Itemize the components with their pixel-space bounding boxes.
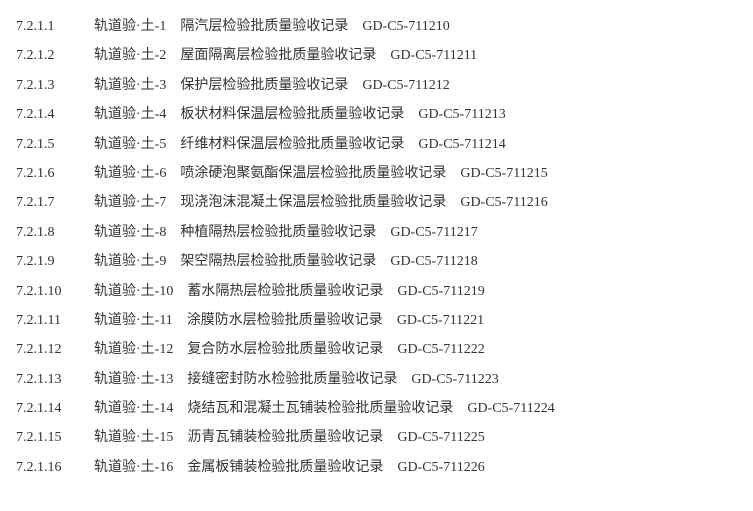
- entry-row: 7.2.1.13轨道验·土-13 接缝密封防水检验批质量验收记录 GD-C5-711…: [16, 365, 737, 394]
- entry-row: 7.2.1.10轨道验·土-10 蓄水隔热层检验批质量验收记录 GD-C5-7112…: [16, 277, 737, 306]
- label-code: 轨道验·土-16: [94, 453, 173, 482]
- document-code: GD-C5-711213: [418, 100, 505, 129]
- label-code: 轨道验·土-11: [94, 306, 173, 335]
- label-code: 轨道验·土-8: [94, 218, 166, 247]
- section-number: 7.2.1.9: [16, 247, 88, 276]
- entry-title: 种植隔热层检验批质量验收记录: [180, 218, 376, 247]
- document-code: GD-C5-711214: [418, 130, 505, 159]
- entry-row: 7.2.1.12轨道验·土-12 复合防水层检验批质量验收记录 GD-C5-7112…: [16, 335, 737, 364]
- entry-title: 纤维材料保温层检验批质量验收记录: [180, 130, 404, 159]
- entry-title: 现浇泡沫混凝土保温层检验批质量验收记录: [180, 188, 446, 217]
- entry-row: 7.2.1.11轨道验·土-11 涂膜防水层检验批质量验收记录 GD-C5-7112…: [16, 306, 737, 335]
- section-number: 7.2.1.6: [16, 159, 88, 188]
- section-number: 7.2.1.4: [16, 100, 88, 129]
- label-code: 轨道验·土-9: [94, 247, 166, 276]
- entry-title: 烧结瓦和混凝土瓦铺装检验批质量验收记录: [187, 394, 453, 423]
- document-entry-list: 7.2.1.1轨道验·土-1隔汽层检验批质量验收记录GD-C5-7112107.…: [16, 12, 737, 482]
- section-number: 7.2.1.12: [16, 335, 88, 364]
- entry-row: 7.2.1.16轨道验·土-16 金属板铺装检验批质量验收记录 GD-C5-7112…: [16, 453, 737, 482]
- label-code: 轨道验·土-3: [94, 71, 166, 100]
- entry-row: 7.2.1.15轨道验·土-15 沥青瓦铺装检验批质量验收记录 GD-C5-7112…: [16, 423, 737, 452]
- label-code: 轨道验·土-4: [94, 100, 166, 129]
- document-code: GD-C5-711216: [460, 188, 547, 217]
- section-number: 7.2.1.16: [16, 453, 88, 482]
- document-code: GD-C5-711222: [397, 335, 484, 364]
- label-code: 轨道验·土-12: [94, 335, 173, 364]
- entry-title: 沥青瓦铺装检验批质量验收记录: [187, 423, 383, 452]
- document-code: GD-C5-711221: [397, 306, 484, 335]
- document-code: GD-C5-711224: [467, 394, 554, 423]
- entry-row: 7.2.1.5轨道验·土-5 纤维材料保温层检验批质量验收记录 GD-C5-7112…: [16, 130, 737, 159]
- section-number: 7.2.1.10: [16, 277, 88, 306]
- section-number: 7.2.1.11: [16, 306, 88, 335]
- document-code: GD-C5-711219: [397, 277, 484, 306]
- entry-title: 保护层检验批质量验收记录: [180, 71, 348, 100]
- entry-title: 隔汽层检验批质量验收记录: [180, 12, 348, 41]
- document-code: GD-C5-711212: [362, 71, 449, 100]
- entry-title: 喷涂硬泡聚氨酯保温层检验批质量验收记录: [180, 159, 446, 188]
- label-code: 轨道验·土-6: [94, 159, 166, 188]
- entry-title: 板状材料保温层检验批质量验收记录: [180, 100, 404, 129]
- entry-title: 屋面隔离层检验批质量验收记录: [180, 41, 376, 70]
- entry-row: 7.2.1.3轨道验·土-3 保护层检验批质量验收记录 GD-C5-711212: [16, 71, 737, 100]
- entry-row: 7.2.1.4轨道验·土-4 板状材料保温层检验批质量验收记录 GD-C5-7112…: [16, 100, 737, 129]
- label-code: 轨道验·土-7: [94, 188, 166, 217]
- label-code: 轨道验·土-5: [94, 130, 166, 159]
- section-number: 7.2.1.3: [16, 71, 88, 100]
- section-number: 7.2.1.5: [16, 130, 88, 159]
- entry-row: 7.2.1.7轨道验·土-7 现浇泡沫混凝土保温层检验批质量验收记录 GD-C5-7…: [16, 188, 737, 217]
- document-code: GD-C5-711226: [397, 453, 484, 482]
- label-code: 轨道验·土-2: [94, 41, 166, 70]
- label-code: 轨道验·土-15: [94, 423, 173, 452]
- label-code: 轨道验·土-10: [94, 277, 173, 306]
- section-number: 7.2.1.15: [16, 423, 88, 452]
- document-code: GD-C5-711223: [411, 365, 498, 394]
- entry-title: 涂膜防水层检验批质量验收记录: [187, 306, 383, 335]
- label-code: 轨道验·土-14: [94, 394, 173, 423]
- label-code: 轨道验·土-13: [94, 365, 173, 394]
- entry-row: 7.2.1.2轨道验·土-2 屋面隔离层检验批质量验收记录 GD-C5-711211: [16, 41, 737, 70]
- entry-row: 7.2.1.1轨道验·土-1 隔汽层检验批质量验收记录 GD-C5-711210: [16, 12, 737, 41]
- document-code: GD-C5-711215: [460, 159, 547, 188]
- entry-title: 架空隔热层检验批质量验收记录: [180, 247, 376, 276]
- document-code: GD-C5-711218: [390, 247, 477, 276]
- section-number: 7.2.1.7: [16, 188, 88, 217]
- entry-row: 7.2.1.6轨道验·土-6 喷涂硬泡聚氨酯保温层检验批质量验收记录 GD-C5-7…: [16, 159, 737, 188]
- document-code: GD-C5-711211: [390, 41, 477, 70]
- section-number: 7.2.1.1: [16, 12, 88, 41]
- entry-title: 金属板铺装检验批质量验收记录: [187, 453, 383, 482]
- document-code: GD-C5-711225: [397, 423, 484, 452]
- section-number: 7.2.1.13: [16, 365, 88, 394]
- entry-title: 蓄水隔热层检验批质量验收记录: [187, 277, 383, 306]
- entry-title: 接缝密封防水检验批质量验收记录: [187, 365, 397, 394]
- section-number: 7.2.1.14: [16, 394, 88, 423]
- document-code: GD-C5-711217: [390, 218, 477, 247]
- entry-row: 7.2.1.14轨道验·土-14 烧结瓦和混凝土瓦铺装检验批质量验收记录 GD-C5…: [16, 394, 737, 423]
- document-code: GD-C5-711210: [362, 12, 449, 41]
- entry-row: 7.2.1.9轨道验·土-9 架空隔热层检验批质量验收记录 GD-C5-711218: [16, 247, 737, 276]
- section-number: 7.2.1.2: [16, 41, 88, 70]
- entry-title: 复合防水层检验批质量验收记录: [187, 335, 383, 364]
- section-number: 7.2.1.8: [16, 218, 88, 247]
- label-code: 轨道验·土-1: [94, 12, 166, 41]
- entry-row: 7.2.1.8轨道验·土-8 种植隔热层检验批质量验收记录 GD-C5-711217: [16, 218, 737, 247]
